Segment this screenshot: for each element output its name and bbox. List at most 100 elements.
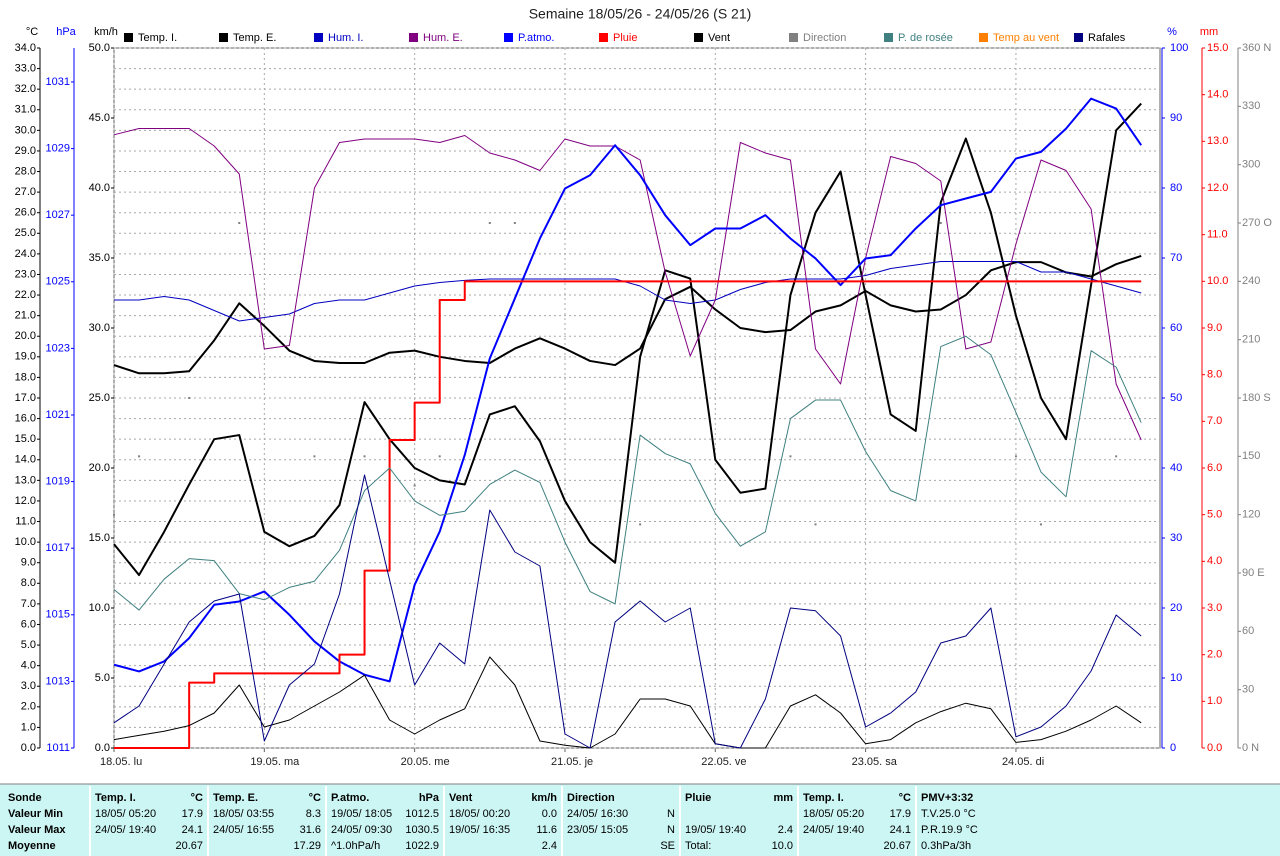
y-tick-label: 17.0 xyxy=(15,392,36,404)
y-tick-label: 20.0 xyxy=(15,330,36,342)
y-tick-label: 1011 xyxy=(46,742,70,754)
stats-cell: N xyxy=(667,808,675,820)
legend-swatch xyxy=(504,33,513,42)
y-tick-label: 30.0 xyxy=(15,124,36,136)
stats-cell: 24/05/ 16:30 xyxy=(567,808,628,820)
y-tick-label: 5.0 xyxy=(95,672,110,684)
direction-dot xyxy=(1039,523,1042,526)
series-line xyxy=(113,474,1142,749)
y-tick-label: 60 xyxy=(1242,625,1254,637)
stats-row-label: Moyenne xyxy=(8,840,56,852)
y-tick-label: 7.0 xyxy=(21,598,36,610)
legend-label: P.atmo. xyxy=(518,32,555,44)
y-tick-label: 21.0 xyxy=(15,310,36,322)
y-tick-label: 35.0 xyxy=(89,252,110,264)
stats-row-label: Valeur Max xyxy=(8,824,66,836)
y-tick-label: 150 xyxy=(1242,450,1260,462)
y-tick-label: 330 xyxy=(1242,100,1260,112)
y-tick-label: 4.0 xyxy=(1207,555,1222,567)
direction-dot xyxy=(639,523,642,526)
stats-cell: 23/05/ 15:05 xyxy=(567,824,628,836)
y-tick-label: 1.0 xyxy=(21,721,36,733)
stats-cell: 18/05/ 05:20 xyxy=(95,808,156,820)
direction-dot xyxy=(939,222,942,224)
legend-swatch xyxy=(694,33,703,42)
stats-cell: 24/05/ 16:55 xyxy=(213,824,274,836)
y-tick-label: 100 xyxy=(1170,42,1188,54)
series-line xyxy=(114,280,1142,749)
y-tick-label: 14.0 xyxy=(15,454,36,466)
stats-panel xyxy=(0,784,1280,856)
y-tick-label: 1017 xyxy=(46,542,70,554)
legend-swatch xyxy=(219,33,228,42)
series-line xyxy=(113,656,1142,749)
y-tick-label: 0 xyxy=(1170,742,1176,754)
stats-cell: Total: xyxy=(685,840,711,852)
x-tick-label: 23.05. sa xyxy=(852,756,898,768)
direction-dot xyxy=(438,455,441,458)
y-tick-label: 40.0 xyxy=(89,182,110,194)
stats-header: Direction xyxy=(567,792,615,804)
y-tick-label: 6.0 xyxy=(21,618,36,630)
stats-cell: 20.67 xyxy=(883,840,911,852)
y-tick-label: 7.0 xyxy=(1207,415,1222,427)
series-line xyxy=(114,261,1142,322)
stats-header: P.atmo. xyxy=(331,792,369,804)
stats-cell: 19/05/ 19:40 xyxy=(685,824,746,836)
legend-swatch xyxy=(1074,33,1083,42)
y-tick-label: 13.0 xyxy=(15,474,36,486)
stats-cell: 1022.9 xyxy=(405,840,439,852)
y-tick-label: 3.0 xyxy=(1207,602,1222,614)
direction-dot xyxy=(113,513,115,516)
stats-cell: 2.4 xyxy=(542,840,557,852)
y-tick-label: 26.0 xyxy=(15,207,36,219)
stats-header: Pluie xyxy=(685,792,711,804)
y-tick-label: 50 xyxy=(1170,392,1182,404)
stats-header: km/h xyxy=(531,792,557,804)
stats-cell: 31.6 xyxy=(300,824,321,836)
legend-label: Temp. I. xyxy=(138,32,177,44)
y-tick-label: 19.0 xyxy=(15,351,36,363)
legend-swatch xyxy=(789,33,798,42)
y-tick-label: 5.0 xyxy=(1207,509,1222,521)
y-tick-label: 1029 xyxy=(46,142,70,154)
y-tick-label: 12.0 xyxy=(15,495,36,507)
direction-dot xyxy=(238,222,241,224)
stats-header: hPa xyxy=(419,792,440,804)
chart-title: Semaine 18/05/26 - 24/05/26 (S 21) xyxy=(529,6,752,22)
y-tick-label: 300 xyxy=(1242,159,1260,171)
y-tick-label: 0.0 xyxy=(21,742,36,754)
x-tick-label: 21.05. je xyxy=(551,756,593,768)
stats-cell: 17.29 xyxy=(293,840,321,852)
legend-label: Pluie xyxy=(613,32,637,44)
x-tick-label: 24.05. di xyxy=(1002,756,1044,768)
y-tick-label: 16.0 xyxy=(15,412,36,424)
stats-cell: 24.1 xyxy=(890,824,911,836)
y-tick-label: 0.0 xyxy=(95,742,110,754)
series-line xyxy=(113,335,1142,611)
stats-cell: 10.0 xyxy=(772,840,793,852)
x-tick-label: 19.05. ma xyxy=(250,756,300,768)
y-tick-label: 180 S xyxy=(1242,392,1271,404)
y-tick-label: 80 xyxy=(1170,182,1182,194)
direction-dot xyxy=(413,484,416,487)
direction-dot xyxy=(488,222,491,224)
y-tick-label: 28.0 xyxy=(15,165,36,177)
legend-label: Direction xyxy=(803,32,846,44)
y-tick-label: 1013 xyxy=(46,675,70,687)
stats-cell: 11.6 xyxy=(536,824,557,836)
y-tick-label: 1021 xyxy=(46,409,70,421)
stats-cell: 24.1 xyxy=(182,824,203,836)
axis-label: % xyxy=(1167,26,1177,38)
series-line xyxy=(113,97,1143,683)
y-tick-label: 1023 xyxy=(46,342,70,354)
legend-swatch xyxy=(314,33,323,42)
y-tick-label: 25.0 xyxy=(89,392,110,404)
y-tick-label: 40 xyxy=(1170,462,1182,474)
stats-cell: 1030.5 xyxy=(405,824,439,836)
axis-label: mm xyxy=(1200,26,1218,38)
y-tick-label: 45.0 xyxy=(89,112,110,124)
stats-cell: 17.9 xyxy=(182,808,203,820)
y-tick-label: 10.0 xyxy=(1207,275,1228,287)
